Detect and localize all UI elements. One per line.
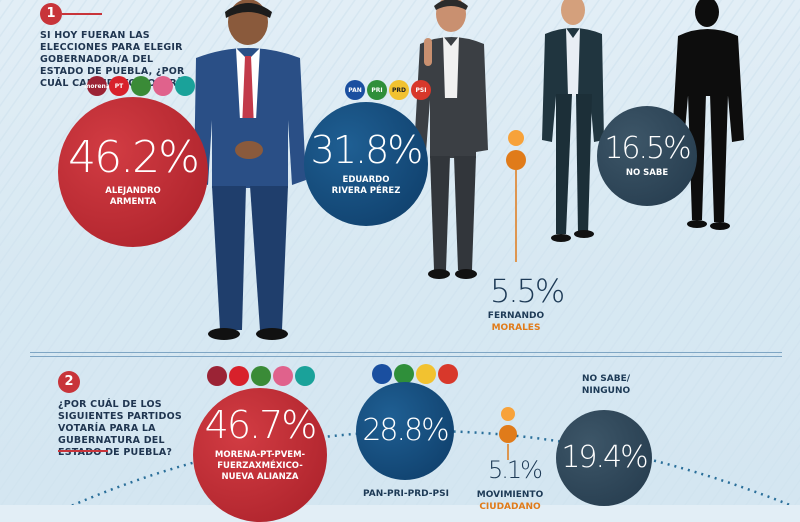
pvem-logo-icon xyxy=(131,76,151,96)
morena-coalition-percentage: 46.7% xyxy=(204,403,318,447)
fuerza-mexico-logo-icon xyxy=(153,76,173,96)
rivera-party-logos: PAN PRI PRD PSI xyxy=(345,80,431,100)
section-divider-secondary xyxy=(30,356,782,357)
nueva-alianza-logo-icon xyxy=(175,76,195,96)
candidate-morales-figure xyxy=(542,0,604,242)
no-sabe-ninguno-percentage: 19.4% xyxy=(561,440,648,475)
pan-logo-icon-2 xyxy=(372,364,392,384)
pvem-logo-icon-2 xyxy=(251,366,271,386)
pt-logo-icon: PT xyxy=(109,76,129,96)
psi-logo-icon-2 xyxy=(438,364,458,384)
morena-coalition-label: MORENA-PT-PVEM- FUERZAXMÉXICO- NUEVA ALI… xyxy=(215,450,305,483)
mc-percentage: 5.1% xyxy=(488,456,543,484)
question-1-number: 1 xyxy=(40,3,62,25)
armenta-name-line1: ALEJANDRO xyxy=(105,186,161,196)
no-sabe-percentage: 16.5% xyxy=(604,130,691,166)
rivera-name-line2: RIVERA PÉREZ xyxy=(331,186,401,196)
candidate-armenta-figure xyxy=(194,0,306,340)
question-2-line xyxy=(58,450,108,452)
morena-logo-icon-2 xyxy=(207,366,227,386)
morales-name: FERNANDO MORALES xyxy=(470,310,562,334)
armenta-result-bubble: 46.2% ALEJANDRO ARMENTA xyxy=(58,97,208,247)
question-1-line xyxy=(62,13,102,15)
no-sabe-ninguno-bubble: 19.4% xyxy=(556,410,652,506)
morales-name-line2: MORALES xyxy=(491,323,541,333)
pan-coalition-percentage: 28.8% xyxy=(362,413,449,448)
prd-logo-icon: PRD xyxy=(389,80,409,100)
pri-logo-icon: PRI xyxy=(367,80,387,100)
rivera-percentage: 31.8% xyxy=(310,128,424,172)
mc-label-line1: MOVIMIENTO xyxy=(476,490,544,500)
morales-name-line1: FERNANDO xyxy=(487,311,545,321)
pan-logo-icon: PAN xyxy=(345,80,365,100)
question-2-number: 2 xyxy=(58,371,80,393)
morales-percentage: 5.5% xyxy=(490,272,565,310)
pri-logo-icon-2 xyxy=(394,364,414,384)
no-sabe-ninguno-label: NO SABE/ NINGUNO xyxy=(561,373,651,397)
pt-logo-icon-2 xyxy=(229,366,249,386)
prd-logo-icon-2 xyxy=(416,364,436,384)
no-sabe-result-bubble: 16.5% NO SABE xyxy=(597,106,697,206)
no-sabe-ninguno-label-line2: NINGUNO xyxy=(581,386,631,396)
nueva-alianza-logo-icon-2 xyxy=(295,366,315,386)
morena-coalition-label-line3: NUEVA ALIANZA xyxy=(221,472,299,482)
armenta-party-logos: morena PT xyxy=(84,76,195,96)
pan-coalition-label: PAN-PRI-PRD-PSI xyxy=(363,489,449,499)
unknown-figure-silhouette xyxy=(672,0,744,230)
question-2-text: ¿POR CUÁL DE LOS SIGUIENTES PARTIDOS VOT… xyxy=(58,399,182,458)
morena-coalition-logos xyxy=(207,366,315,386)
section-divider xyxy=(30,352,782,353)
rivera-name: EDUARDO RIVERA PÉREZ xyxy=(332,175,401,197)
pan-coalition-logos xyxy=(372,364,458,384)
morales-pin xyxy=(506,130,526,262)
morena-logo-icon: morena xyxy=(84,76,110,96)
no-sabe-label: NO SABE xyxy=(625,167,669,178)
candidate-rivera-figure xyxy=(414,0,488,279)
fuerza-mexico-logo-icon-2 xyxy=(273,366,293,386)
mc-pin xyxy=(499,407,517,460)
armenta-name-line2: ARMENTA xyxy=(109,197,157,207)
mc-label: MOVIMIENTO CIUDADANO xyxy=(468,489,552,513)
rivera-name-line1: EDUARDO xyxy=(342,175,390,185)
armenta-name: ALEJANDRO ARMENTA xyxy=(105,186,160,208)
pan-coalition-bubble: 28.8% xyxy=(356,382,454,480)
mc-label-line2: CIUDADANO xyxy=(479,502,541,512)
armenta-percentage: 46.2% xyxy=(68,132,200,183)
morena-coalition-label-line2: FUERZAXMÉXICO- xyxy=(217,461,303,471)
morena-coalition-label-line1: MORENA-PT-PVEM- xyxy=(214,450,306,460)
section2-arc xyxy=(70,429,791,505)
psi-logo-icon: PSI xyxy=(411,80,431,100)
morena-coalition-bubble: 46.7% MORENA-PT-PVEM- FUERZAXMÉXICO- NUE… xyxy=(193,388,327,522)
rivera-result-bubble: 31.8% EDUARDO RIVERA PÉREZ xyxy=(304,102,428,226)
no-sabe-ninguno-label-line1: NO SABE/ xyxy=(581,374,631,384)
